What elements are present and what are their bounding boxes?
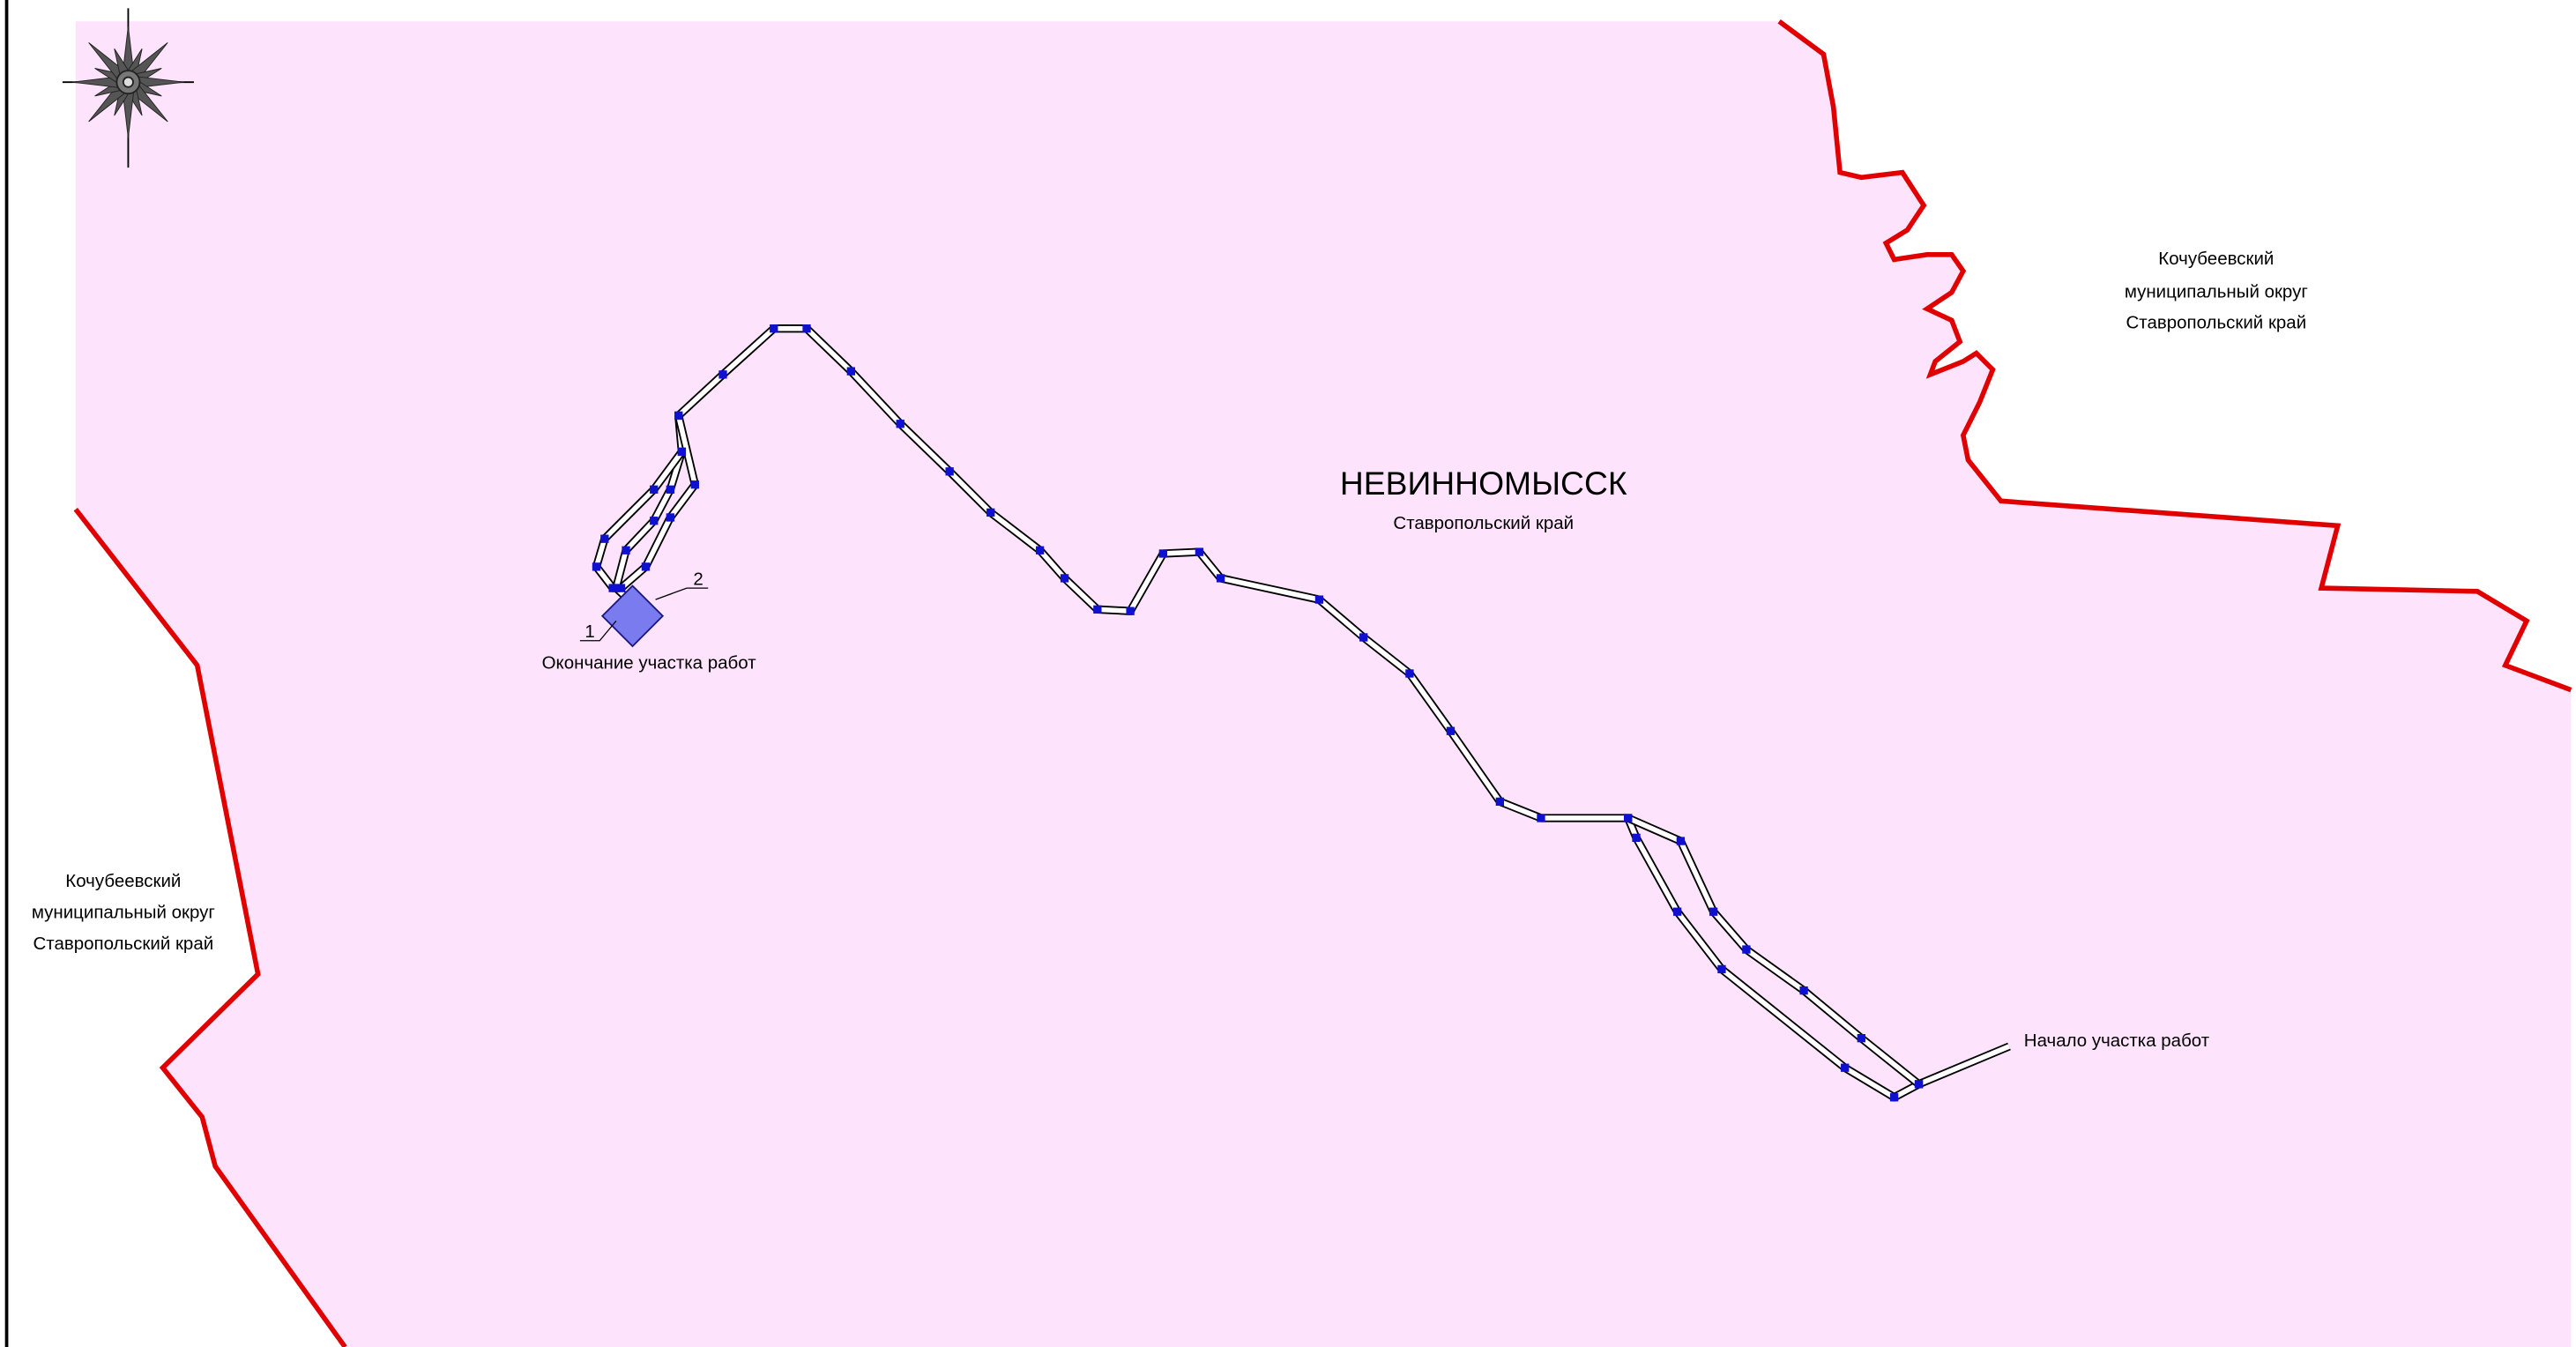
end-label: Окончание участка работ [542,652,757,673]
city-area [75,21,2572,1347]
pipeline-node [770,324,778,333]
city-name: НЕВИННОМЫССК [1340,465,1627,502]
pipeline-node [1632,833,1641,842]
pipeline-node [666,513,675,522]
pipeline-node [1158,549,1168,558]
district-label: Ставропольский край [2126,313,2307,333]
pipeline-node [1709,907,1718,916]
pipeline-node [1672,907,1682,916]
pipeline-node [674,411,683,420]
pipeline-node [1405,669,1414,678]
pipeline-node [846,367,855,376]
pipeline-node [600,534,609,543]
pipeline-node [1914,1080,1924,1089]
pipeline-node [1195,547,1204,556]
pipeline-node [1717,964,1726,974]
pipeline-node [677,447,687,457]
pipeline-node [1537,814,1545,822]
pipeline-node [1446,726,1456,735]
pipeline-node [1676,837,1686,845]
pipeline-node [690,480,699,489]
pipeline-node [666,485,675,494]
pipeline-node [1060,574,1069,583]
district-label: Кочубеевский [65,871,181,891]
pipeline-node [616,584,626,592]
pipeline-node [1093,605,1102,614]
pipeline-node [1841,1063,1850,1072]
city-region: Ставропольский край [1393,513,1574,533]
marker-label: 1 [584,621,594,642]
pipeline-node [896,420,905,428]
boundary [1777,19,2572,693]
end-site [579,584,709,648]
compass [62,8,194,168]
pipeline-node [945,467,954,476]
pipeline-node [802,324,811,333]
pipeline-node [1035,546,1045,554]
pipeline-node [1126,607,1135,615]
pipeline-node [1314,595,1324,604]
pipeline-node [1742,945,1751,954]
pipeline-node [718,370,727,379]
start-label: Начало участка работ [2024,1031,2210,1051]
marker-label: 2 [693,569,703,589]
pipeline-node [592,562,601,571]
route [592,324,2011,1102]
district-label: муниципальный округ [32,903,215,923]
district-label: Кочубеевский [2158,249,2274,269]
pipeline-node [622,546,630,554]
pipeline-node [986,508,995,517]
pipeline-node [1799,986,1808,995]
pipeline-node [608,584,617,592]
pipeline-node [1624,814,1633,822]
pipeline-node [1495,797,1505,807]
pipeline-node [1857,1034,1865,1043]
pipeline-node [1889,1093,1899,1102]
pipeline-node [650,517,659,525]
pipeline-node [650,485,659,494]
district-label: муниципальный округ [2125,281,2308,301]
district-label: Ставропольский край [34,934,214,954]
pipeline-node [641,562,651,571]
pipeline-node [1359,633,1368,642]
pipeline-node [1216,574,1225,583]
boundary [73,507,347,1347]
